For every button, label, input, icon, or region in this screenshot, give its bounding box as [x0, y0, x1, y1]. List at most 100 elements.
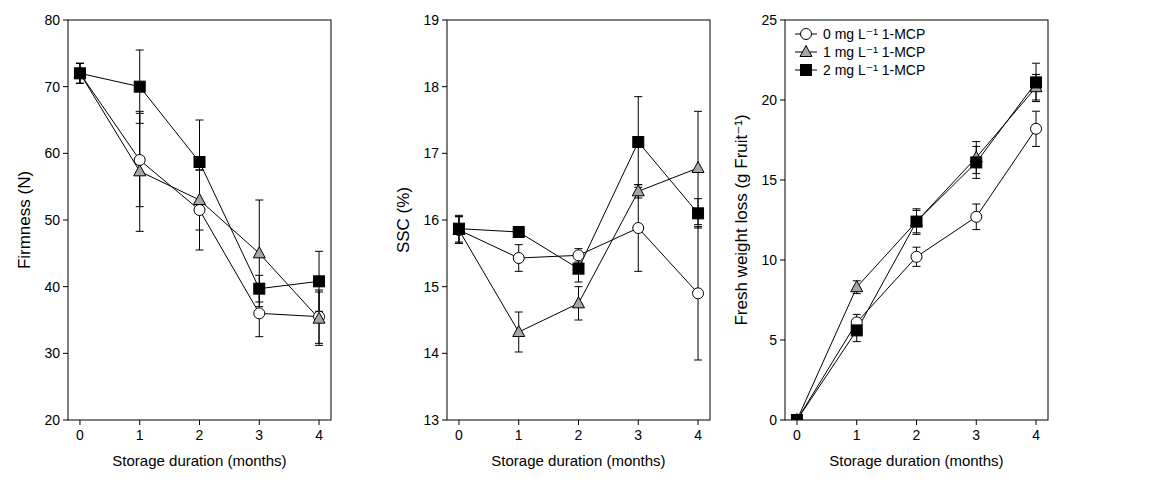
marker — [911, 215, 923, 226]
y-tick — [63, 220, 68, 221]
error-cap — [972, 141, 980, 142]
x-tick — [139, 420, 140, 425]
marker — [74, 67, 86, 78]
marker — [692, 162, 704, 173]
marker — [693, 208, 704, 219]
marker — [194, 157, 205, 168]
x-tick — [698, 420, 699, 425]
x-tick-label: 1 — [515, 427, 523, 443]
legend-marker — [801, 29, 812, 40]
marker — [314, 276, 325, 287]
marker — [513, 227, 524, 238]
y-tick — [442, 20, 447, 21]
marker — [851, 325, 862, 336]
error-cap — [1032, 63, 1040, 64]
marker — [911, 216, 922, 227]
x-tick-label: 1 — [136, 427, 144, 443]
legend-marker — [801, 65, 812, 76]
y-tick-label: 15 — [761, 172, 777, 188]
x-tick-label: 2 — [575, 427, 583, 443]
error-cap — [315, 251, 323, 252]
marker — [791, 415, 802, 421]
error-cap — [136, 123, 144, 124]
marker — [134, 165, 146, 176]
error-cap — [913, 208, 921, 209]
y-tick-label: 20 — [44, 412, 60, 428]
x-tick-label: 4 — [315, 427, 323, 443]
error-cap — [853, 314, 861, 315]
error-cap — [913, 247, 921, 248]
error-cap — [136, 50, 144, 51]
error-cap — [575, 248, 583, 249]
y-tick-label: 20 — [761, 92, 777, 108]
series-line — [459, 228, 698, 293]
x-tick-label: 2 — [196, 427, 204, 443]
legend-label: 2 mg L⁻¹ 1-MCP — [823, 62, 925, 78]
x-tick-label: 0 — [793, 427, 801, 443]
series-line — [797, 82, 1036, 420]
error-cap — [515, 312, 523, 313]
y-tick — [442, 220, 447, 221]
series-line — [459, 142, 698, 269]
error-cap — [255, 200, 263, 201]
x-tick — [856, 420, 857, 425]
y-tick-label: 19 — [423, 12, 439, 28]
y-tick-label: 0 — [769, 412, 777, 428]
y-axis-label: Firmness (N) — [15, 171, 34, 269]
y-tick-label: 5 — [769, 332, 777, 348]
y-tick — [63, 86, 68, 87]
error-cap — [76, 63, 84, 64]
y-tick — [63, 286, 68, 287]
error-cap — [634, 96, 642, 97]
x-tick-label: 0 — [455, 427, 463, 443]
marker — [194, 205, 205, 216]
error-cap — [972, 146, 980, 147]
marker — [253, 247, 265, 258]
error-cap — [455, 243, 463, 244]
y-axis-label: SSC (%) — [394, 187, 413, 253]
marker — [1031, 77, 1042, 88]
data-area — [453, 97, 704, 360]
marker — [632, 185, 644, 196]
y-tick-label: 40 — [44, 279, 60, 295]
legend-marker — [800, 46, 812, 57]
marker — [254, 308, 265, 319]
x-tick — [458, 420, 459, 425]
marker — [911, 251, 922, 262]
data-area — [74, 50, 325, 345]
marker — [74, 68, 85, 79]
series-line — [797, 129, 1036, 420]
marker — [633, 137, 644, 148]
error-cap — [634, 198, 642, 199]
y-tick-label: 50 — [44, 212, 60, 228]
y-tick-label: 70 — [44, 79, 60, 95]
panel: 2030405060708001234Storage duration (mon… — [15, 12, 331, 469]
panel: 1314151617181901234Storage duration (mon… — [394, 12, 710, 469]
marker — [573, 297, 585, 308]
error-cap — [255, 306, 263, 307]
y-tick — [780, 100, 785, 101]
y-tick-label: 30 — [44, 345, 60, 361]
series-line — [459, 168, 698, 332]
marker — [573, 263, 584, 274]
error-cap — [196, 230, 204, 231]
x-tick-label: 4 — [1032, 427, 1040, 443]
marker — [453, 223, 464, 234]
y-tick — [63, 153, 68, 154]
marker — [254, 283, 265, 294]
marker — [314, 311, 325, 322]
error-cap — [76, 83, 84, 84]
error-cap — [575, 320, 583, 321]
error-cap — [455, 243, 463, 244]
x-tick-label: 0 — [76, 427, 84, 443]
error-cap — [853, 341, 861, 342]
error-cap — [76, 63, 84, 64]
x-axis-label: Storage duration (months) — [491, 452, 665, 469]
marker — [513, 326, 525, 337]
x-tick — [319, 420, 320, 425]
x-tick — [796, 420, 797, 425]
error-cap — [694, 198, 702, 199]
y-tick-label: 17 — [423, 145, 439, 161]
marker — [633, 223, 644, 234]
marker — [313, 312, 325, 323]
